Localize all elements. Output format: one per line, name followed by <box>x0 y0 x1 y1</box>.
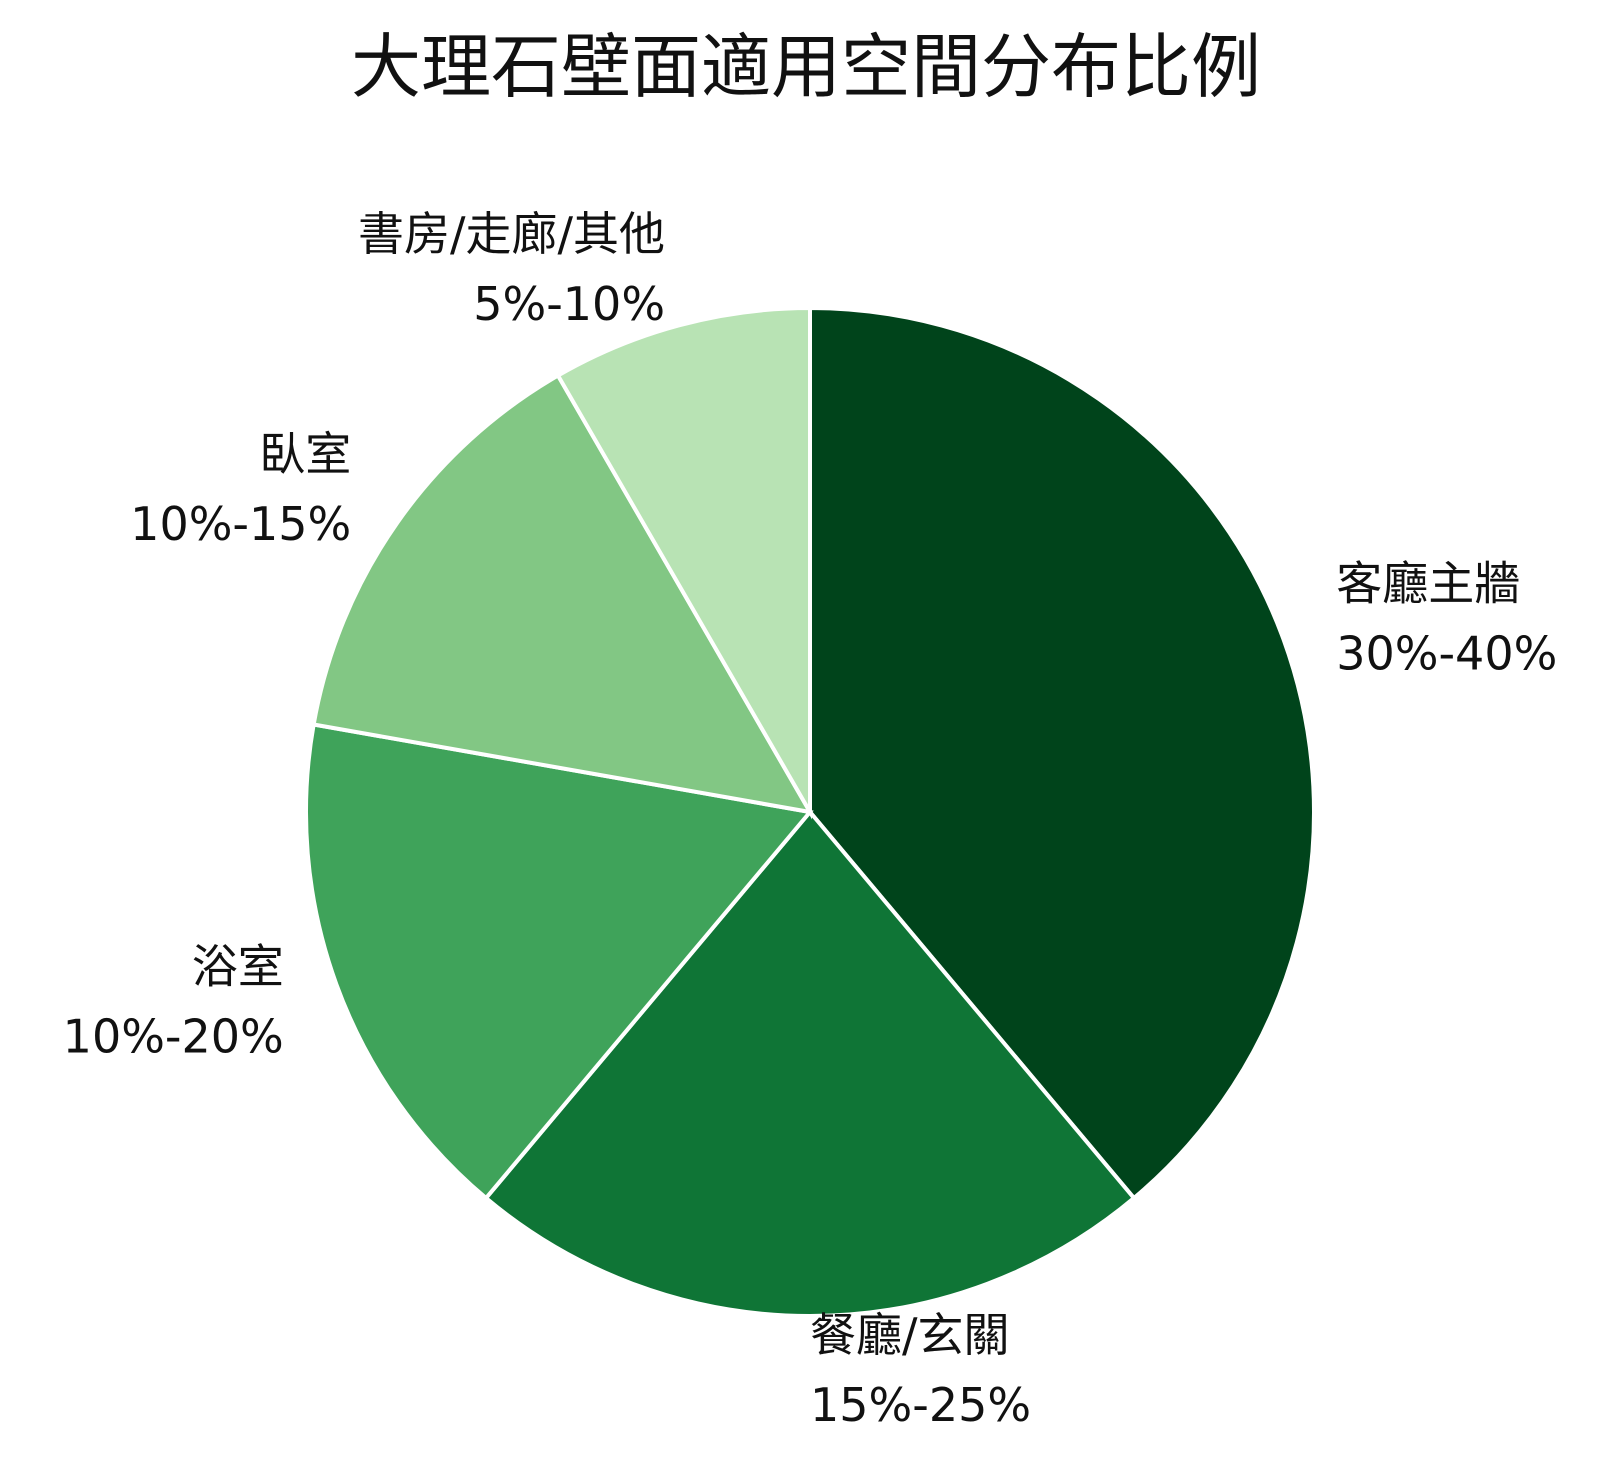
value-label: 10%-20% <box>63 1009 284 1063</box>
slice-label: 書房/走廊/其他 5%-10% <box>358 207 665 331</box>
slice-label: 浴室 10%-20% <box>63 939 284 1063</box>
pie-slice <box>555 305 812 820</box>
category-label: 臥室 <box>259 426 351 480</box>
category-label: 餐廳/玄關 <box>810 1308 1010 1362</box>
value-label: 10%-15% <box>130 496 351 550</box>
pie-slice <box>304 722 814 1201</box>
category-label: 客廳主牆 <box>1336 556 1520 610</box>
category-label: 浴室 <box>192 939 284 993</box>
slice-label: 臥室 10%-15% <box>130 426 351 550</box>
category-label: 書房/走廊/其他 <box>358 207 665 261</box>
pie-slice <box>483 808 1137 1319</box>
value-label: 15%-25% <box>810 1378 1031 1432</box>
chart-title: 大理石壁面適用空間分布比例 <box>351 26 1261 108</box>
slice-label: 餐廳/玄關 15%-25% <box>810 1308 1031 1432</box>
pie-slice <box>311 372 814 815</box>
value-label: 5%-10% <box>473 277 665 331</box>
pie-slice <box>808 305 1316 1201</box>
slice-label: 客廳主牆 30%-40% <box>1336 556 1557 680</box>
value-label: 30%-40% <box>1336 626 1557 680</box>
